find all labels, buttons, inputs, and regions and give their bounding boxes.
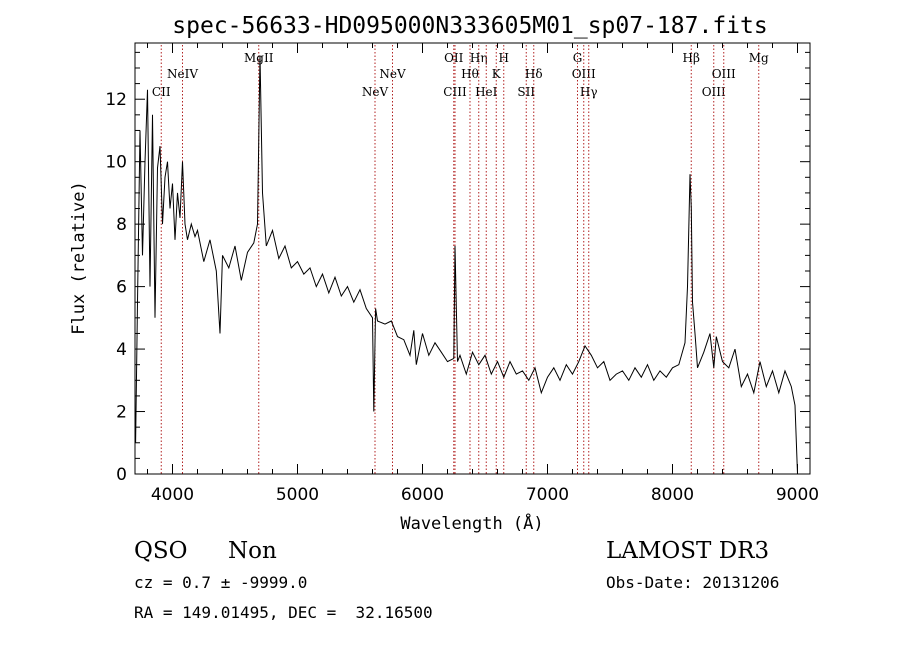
emission-line-label: Hη (470, 51, 488, 65)
tick-labels: 4000 5000 6000 7000 8000 9000 0 2 4 6 8 10 12 (105, 90, 819, 505)
x-tick-label: 8000 (651, 485, 694, 505)
plot-area: CIINeIVMgIINeVNeVOIICIIIHθHηHeIKHSIIHδGO… (105, 42, 819, 505)
emission-line-label: H (499, 51, 509, 65)
emission-line-label: Mg (749, 51, 769, 65)
axis-ticks (135, 43, 810, 475)
y-tick-label: 10 (105, 153, 127, 173)
emission-lines: CIINeIVMgIINeVNeVOIICIIIHθHηHeIKHSIIHδGO… (152, 45, 769, 474)
x-tick-label: 6000 (401, 485, 444, 505)
object-class: QSO (134, 538, 188, 564)
y-tick-label: 0 (116, 465, 127, 485)
emission-line-label: OII (444, 51, 464, 65)
x-axis-label: Wavelength (Å) (400, 512, 543, 534)
observation-date: Obs-Date: 20131206 (606, 573, 780, 592)
survey-name: LAMOST DR3 (606, 538, 770, 564)
x-tick-label: 4000 (151, 485, 194, 505)
x-tick-label: 9000 (776, 485, 819, 505)
emission-line-label: Hγ (580, 85, 598, 99)
y-axis-label: Flux (relative) (69, 181, 89, 335)
emission-line-label: CIII (443, 85, 467, 99)
y-tick-label: 12 (105, 90, 127, 110)
emission-line-label: CII (152, 85, 171, 99)
ra-dec: RA = 149.01495, DEC = 32.16500 (134, 603, 433, 622)
plot-frame (134, 42, 811, 475)
y-tick-label: 8 (116, 215, 127, 235)
emission-line-label: HeI (475, 85, 498, 99)
emission-line-label: Hθ (461, 67, 479, 81)
y-tick-label: 2 (116, 403, 127, 423)
emission-line-label: Hδ (525, 67, 543, 81)
object-subclass: Non (228, 538, 277, 564)
y-tick-label: 6 (116, 278, 127, 298)
spectrum-line (135, 55, 798, 475)
y-tick-label: 4 (116, 340, 127, 360)
chart-title: spec-56633-HD095000N333605M01_sp07-187.f… (172, 13, 767, 39)
emission-line-label: OIII (712, 67, 736, 81)
emission-line-label: NeV (379, 67, 406, 81)
emission-line-label: G (573, 51, 583, 65)
emission-line-label: Hβ (683, 51, 700, 65)
x-tick-label: 5000 (276, 485, 319, 505)
emission-line-label: OIII (702, 85, 726, 99)
emission-line-label: NeIV (167, 67, 198, 81)
emission-line-label: K (492, 67, 502, 81)
emission-line-label: OIII (572, 67, 596, 81)
emission-line-label: NeV (362, 85, 389, 99)
x-tick-label: 7000 (526, 485, 569, 505)
redshift-cz: cz = 0.7 ± -9999.0 (134, 573, 308, 592)
emission-line-label: SII (517, 85, 535, 99)
emission-line-label: MgII (244, 51, 274, 65)
